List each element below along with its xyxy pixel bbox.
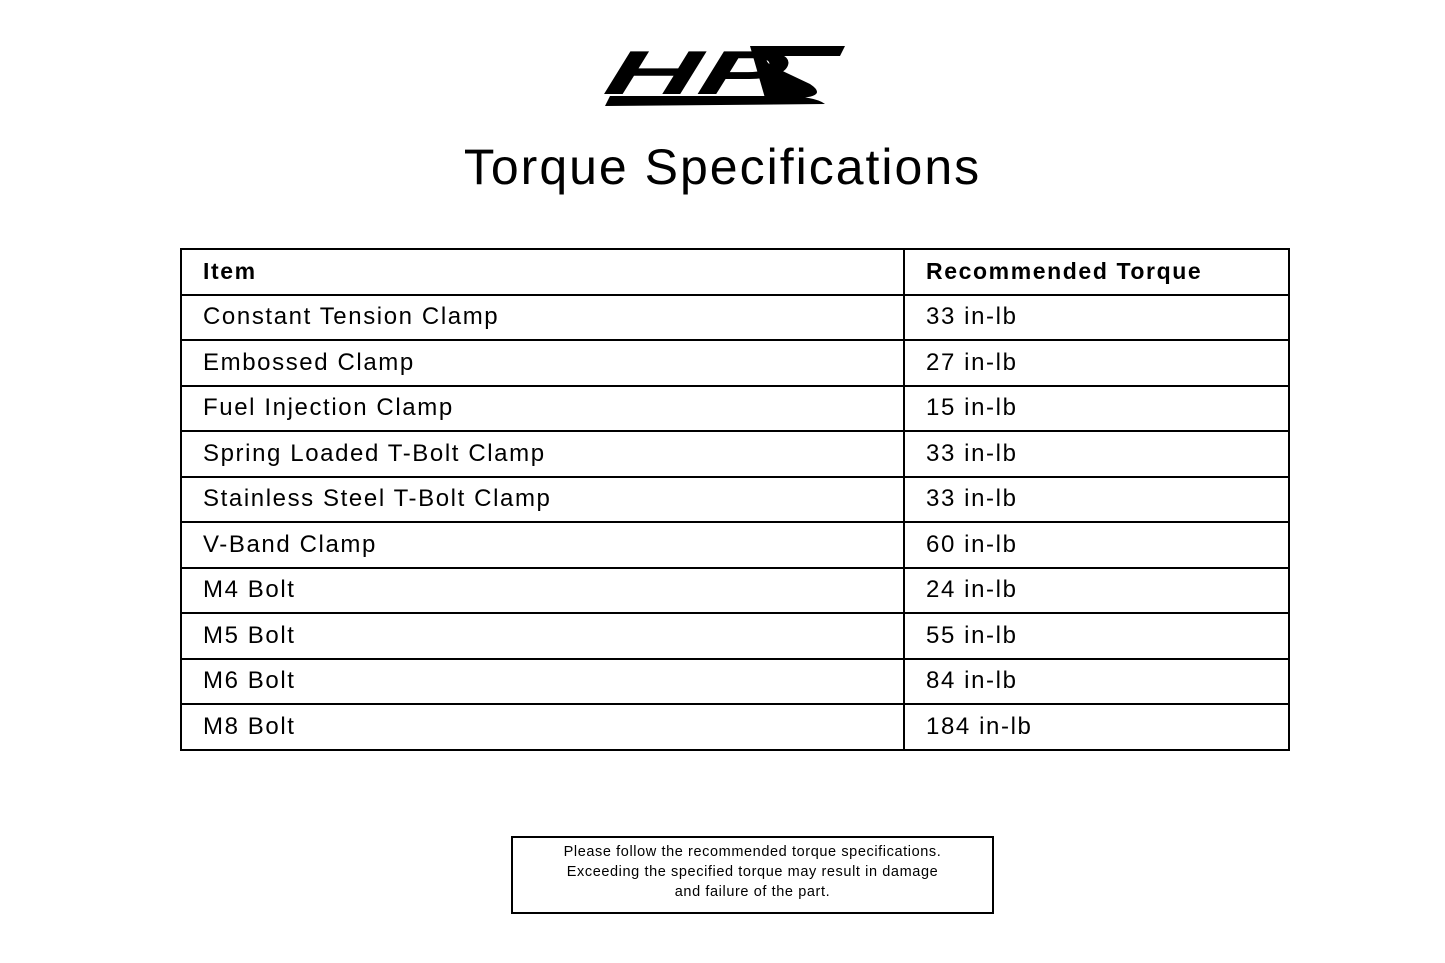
item-cell: M5 Bolt [180, 612, 905, 660]
hps-logo: HP [599, 39, 845, 108]
torque-cell: 33 in-lb [903, 430, 1290, 478]
table-row: M6 Bolt 84 in-lb [180, 657, 1290, 705]
torque-cell: 33 in-lb [903, 475, 1290, 523]
item-cell: M6 Bolt [180, 657, 905, 705]
torque-cell: 60 in-lb [903, 521, 1290, 569]
item-cell: Stainless Steel T-Bolt Clamp [180, 475, 905, 523]
table-row: Stainless Steel T-Bolt Clamp 33 in-lb [180, 475, 1290, 523]
header-torque: Recommended Torque [903, 248, 1290, 296]
torque-cell: 24 in-lb [903, 566, 1290, 614]
table-row: Embossed Clamp 27 in-lb [180, 339, 1290, 387]
torque-cell: 15 in-lb [903, 384, 1290, 432]
table-row: Constant Tension Clamp 33 in-lb [180, 293, 1290, 341]
item-cell: Spring Loaded T-Bolt Clamp [180, 430, 905, 478]
torque-cell: 27 in-lb [903, 339, 1290, 387]
item-cell: Embossed Clamp [180, 339, 905, 387]
table-header-row: Item Recommended Torque [180, 248, 1290, 296]
header-item: Item [180, 248, 905, 296]
page-title: Torque Specifications [463, 139, 982, 195]
torque-cell: 55 in-lb [903, 612, 1290, 660]
item-cell: M8 Bolt [180, 703, 905, 751]
table-row: V-Band Clamp 60 in-lb [180, 521, 1290, 569]
item-cell: Fuel Injection Clamp [180, 384, 905, 432]
notice-line: Please follow the recommended torque spe… [563, 844, 942, 860]
torque-table: Item Recommended Torque Constant Tension… [180, 248, 1290, 751]
table-row: M8 Bolt 184 in-lb [180, 703, 1290, 751]
notice-line: and failure of the part. [674, 884, 831, 900]
item-cell: V-Band Clamp [180, 521, 905, 569]
table-row: Spring Loaded T-Bolt Clamp 33 in-lb [180, 430, 1290, 478]
notice-box: Please follow the recommended torque spe… [511, 836, 994, 914]
table-row: Fuel Injection Clamp 15 in-lb [180, 384, 1290, 432]
torque-cell: 184 in-lb [903, 703, 1290, 751]
table-row: M4 Bolt 24 in-lb [180, 566, 1290, 614]
torque-cell: 33 in-lb [903, 293, 1290, 341]
item-cell: M4 Bolt [180, 566, 905, 614]
item-cell: Constant Tension Clamp [180, 293, 905, 341]
torque-cell: 84 in-lb [903, 657, 1290, 705]
table-row: M5 Bolt 55 in-lb [180, 612, 1290, 660]
notice-line: Exceeding the specified torque may resul… [566, 864, 939, 880]
svg-text:HP: HP [600, 46, 794, 108]
